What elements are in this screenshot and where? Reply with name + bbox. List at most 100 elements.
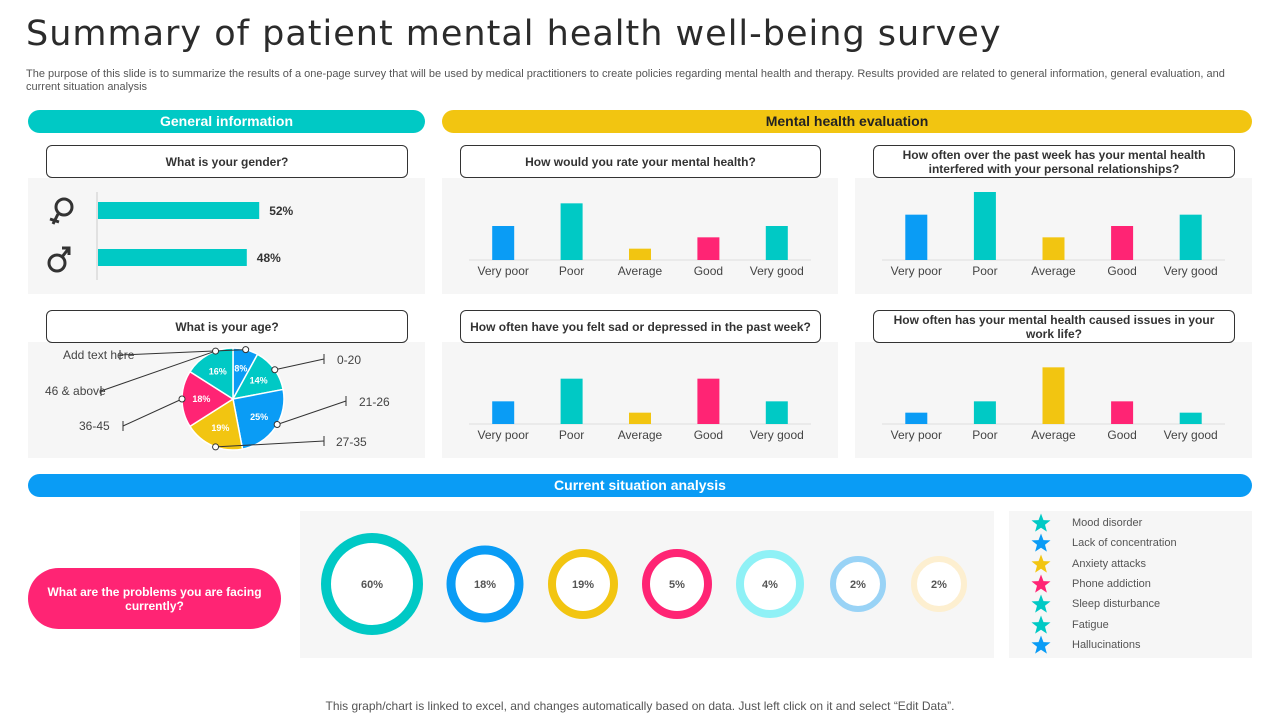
gender-bar-label: 48% bbox=[257, 251, 281, 265]
age-slice-label: 14% bbox=[250, 375, 268, 385]
sad-question: How often have you felt sad or depressed… bbox=[460, 310, 821, 343]
gender-panel bbox=[28, 178, 425, 294]
sad-bar-chart: Very poor Poor Average Good Very good bbox=[469, 378, 811, 442]
age-callout-36-45: 36-45 bbox=[79, 419, 110, 433]
bar bbox=[973, 192, 996, 260]
work-bar-chart: Very poor Poor Average Good Very good bbox=[882, 367, 1225, 442]
age-callout-dot bbox=[273, 421, 281, 428]
problem-donut-label: 2% bbox=[850, 579, 866, 591]
legend-label: Anxiety attacks bbox=[1072, 557, 1146, 570]
star-icon bbox=[1031, 554, 1051, 573]
star-icon bbox=[1031, 513, 1051, 532]
bar bbox=[1042, 367, 1065, 424]
gender-bar-label: 52% bbox=[269, 204, 293, 218]
bar bbox=[1042, 237, 1065, 260]
x-tick-label: Poor bbox=[559, 428, 584, 442]
problem-donut-label: 4% bbox=[762, 579, 778, 591]
work-question: How often has your mental health caused … bbox=[873, 310, 1235, 343]
x-tick-label: Average bbox=[618, 428, 663, 442]
age-pie-slice bbox=[232, 388, 285, 450]
x-tick-label: Poor bbox=[972, 264, 997, 278]
age-callout-line bbox=[122, 398, 183, 427]
gender-question: What is your gender? bbox=[46, 145, 408, 178]
age-slice-label: 16% bbox=[209, 366, 227, 376]
problem-donut-label: 18% bbox=[474, 579, 496, 591]
bar bbox=[629, 248, 651, 260]
gender-bar bbox=[98, 249, 247, 266]
bar bbox=[697, 237, 720, 260]
age-callout-27-35: 27-35 bbox=[336, 435, 367, 449]
star-icon bbox=[1031, 533, 1051, 553]
sad-panel bbox=[442, 342, 838, 458]
problem-donut bbox=[830, 556, 886, 612]
x-tick-label: Very good bbox=[750, 428, 804, 442]
male-icon bbox=[47, 246, 71, 273]
age-callout-line bbox=[274, 358, 325, 371]
age-slice-label: 8% bbox=[234, 363, 247, 373]
problems-donut-row: 60% 18% 19% 5% 4% 2% 2% bbox=[321, 533, 967, 635]
current-situation-header: Current situation analysis bbox=[28, 474, 1252, 497]
age-slice-label: 18% bbox=[192, 394, 210, 404]
page-subtitle: The purpose of this slide is to summariz… bbox=[26, 68, 1225, 93]
star-icon bbox=[1031, 574, 1051, 593]
relationships-question: How often over the past week has your me… bbox=[873, 145, 1235, 178]
legend-item: Sleep disturbance bbox=[1030, 594, 1250, 614]
x-tick-label: Very poor bbox=[891, 264, 942, 278]
problem-question: What are the problems you are facing cur… bbox=[28, 568, 281, 629]
rate-bar-chart: Very poor Poor Average Good Very good bbox=[469, 203, 811, 278]
x-tick-label: Very good bbox=[1164, 428, 1218, 442]
legend-label: Mood disorder bbox=[1072, 517, 1143, 530]
bar bbox=[1179, 214, 1202, 260]
bar bbox=[492, 401, 515, 424]
age-callout-line bbox=[215, 440, 325, 448]
bar bbox=[1179, 412, 1202, 424]
legend-label: Phone addiction bbox=[1072, 578, 1151, 591]
x-tick-label: Very poor bbox=[891, 428, 942, 442]
x-tick-label: Very good bbox=[750, 264, 804, 278]
age-pie-chart: 8%14% 25% 19% 18% 16% bbox=[100, 346, 347, 451]
age-callout-add-text: Add text here bbox=[63, 348, 135, 362]
bar bbox=[765, 226, 788, 260]
age-callout-line bbox=[277, 400, 347, 425]
rate-question: How would you rate your mental health? bbox=[460, 145, 821, 178]
legend-label: Hallucinations bbox=[1072, 638, 1141, 651]
female-icon bbox=[49, 197, 74, 225]
age-slice-label: 25% bbox=[250, 412, 268, 422]
legend-label: Sleep disturbance bbox=[1072, 598, 1161, 611]
age-callout-dot bbox=[178, 395, 186, 403]
age-callout-dot bbox=[271, 366, 279, 374]
bar bbox=[905, 214, 928, 260]
problem-donut-label: 2% bbox=[931, 579, 947, 591]
problem-donut bbox=[446, 545, 524, 623]
age-callout-line bbox=[100, 350, 216, 392]
age-callout-21-26: 21-26 bbox=[359, 395, 390, 409]
footer-note: This graph/chart is linked to excel, and… bbox=[325, 699, 955, 713]
bar bbox=[765, 401, 788, 424]
star-icon bbox=[1031, 635, 1051, 654]
gender-bar bbox=[98, 202, 260, 219]
legend-label: Lack of concentration bbox=[1072, 537, 1177, 550]
legend-item: Anxiety attacks bbox=[1030, 554, 1250, 574]
age-callout-dot bbox=[212, 443, 220, 451]
legend-item: Phone addiction bbox=[1030, 574, 1250, 594]
x-tick-label: Average bbox=[1031, 264, 1076, 278]
legend-item: Mood disorder bbox=[1030, 513, 1250, 533]
age-callout-dot bbox=[212, 347, 220, 355]
page-title: Summary of patient mental health well-be… bbox=[26, 14, 1002, 54]
problem-donut bbox=[321, 533, 423, 635]
age-callout-46-above: 46 & above bbox=[45, 384, 106, 398]
problem-donut-label: 5% bbox=[669, 579, 685, 591]
age-pie-slice bbox=[188, 347, 234, 401]
legend-item: Hallucinations bbox=[1030, 635, 1250, 655]
star-icon bbox=[1031, 594, 1051, 613]
bar bbox=[697, 378, 720, 424]
x-tick-label: Very poor bbox=[478, 264, 529, 278]
x-tick-label: Average bbox=[618, 264, 663, 278]
bar bbox=[492, 226, 515, 260]
problem-donut-label: 19% bbox=[572, 579, 594, 591]
legend-item: Fatigue bbox=[1030, 614, 1250, 634]
x-tick-label: Average bbox=[1031, 428, 1076, 442]
bar bbox=[1111, 226, 1134, 260]
x-tick-label: Good bbox=[694, 264, 723, 278]
x-tick-label: Good bbox=[1107, 264, 1136, 278]
